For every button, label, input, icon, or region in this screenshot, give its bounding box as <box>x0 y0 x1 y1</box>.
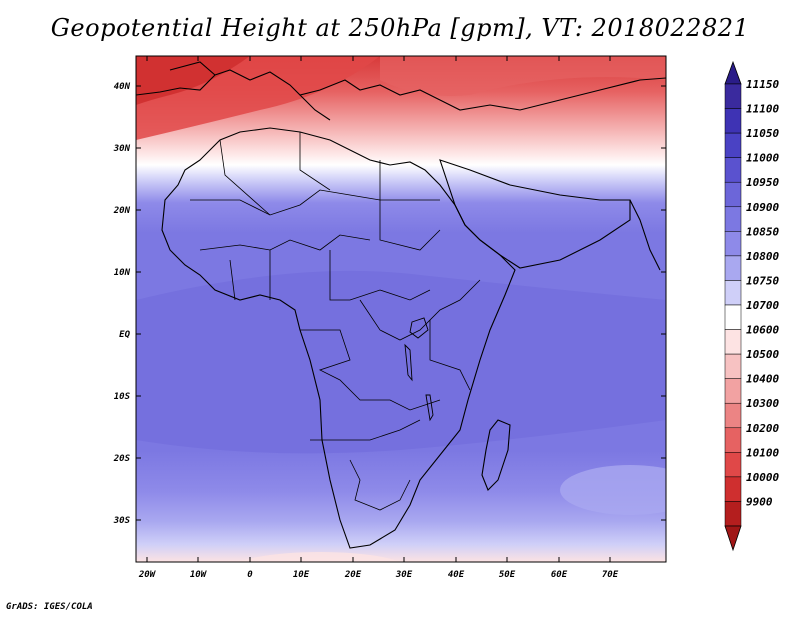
lat-label-30n: 30N <box>113 144 131 154</box>
legend-label-10700: 10700 <box>746 299 779 312</box>
legend-swatch-10400 <box>724 378 742 404</box>
lon-label-10w: 10W <box>190 570 208 580</box>
lon-label-20e: 20E <box>344 570 362 580</box>
legend-swatch-10700 <box>724 304 742 330</box>
lon-label-0: 0 <box>247 570 253 580</box>
legend-swatch-10850 <box>724 231 742 257</box>
legend-swatch-10000 <box>724 476 742 502</box>
legend-colorbar: 11150 11100 11050 11000 10950 10900 10850 10800… <box>724 60 779 552</box>
lat-ticks <box>136 85 666 521</box>
lon-label-20w: 20W <box>138 570 157 580</box>
legend-label-11150: 11150 <box>746 78 779 91</box>
lon-label-10e: 10E <box>293 570 310 580</box>
legend-label-10750: 10750 <box>746 274 779 287</box>
legend-label-10500: 10500 <box>746 348 779 361</box>
legend-swatch-10500 <box>724 353 742 379</box>
legend-swatch-10900 <box>724 206 742 232</box>
legend-label-10950: 10950 <box>746 176 779 189</box>
lat-label-10n: 10N <box>114 268 131 278</box>
lat-label-10s: 10S <box>114 392 131 402</box>
height-lowest-core <box>136 56 250 105</box>
legend-label-10800: 10800 <box>746 250 779 263</box>
coastlines <box>136 61 666 549</box>
height-south-pink <box>239 552 401 562</box>
legend-swatch-11150 <box>724 83 742 109</box>
legend-label-10100: 10100 <box>746 446 779 459</box>
lon-label-60e: 60E <box>551 570 568 580</box>
lat-label-eq: EQ <box>119 330 130 340</box>
chart-title: Geopotential Height at 250hPa [gpm], VT:… <box>50 14 750 42</box>
legend-swatch-9900 <box>724 501 742 527</box>
legend-swatch-10100 <box>724 452 742 478</box>
legend-label-10850: 10850 <box>746 225 779 238</box>
legend-label-11000: 11000 <box>746 152 779 165</box>
legend-label-10200: 10200 <box>746 422 779 435</box>
lakes <box>404 317 434 422</box>
legend-swatch-10950 <box>724 181 742 208</box>
legend-swatch-10600 <box>724 329 742 355</box>
lon-label-40e: 40E <box>448 570 465 580</box>
height-low-east <box>380 56 666 96</box>
country-borders <box>190 132 481 511</box>
lat-label-40n: 40N <box>114 82 131 92</box>
legend-label-9900: 9900 <box>746 495 773 508</box>
lon-ticks <box>146 56 611 562</box>
height-high-band <box>136 270 666 454</box>
legend-swatch-11100 <box>724 108 742 134</box>
lat-label-20s: 20S <box>113 454 131 464</box>
lon-label-70e: 70E <box>602 570 619 580</box>
legend-swatch-10200 <box>724 427 742 453</box>
legend-label-10900: 10900 <box>746 201 779 214</box>
lon-label-50e: 50E <box>499 570 516 580</box>
lat-label-30s: 30S <box>113 516 131 526</box>
legend-top-arrow <box>724 60 742 85</box>
legend-swatch-11000 <box>724 157 742 183</box>
lat-label-20n: 20N <box>113 206 131 216</box>
legend-label-10600: 10600 <box>746 324 779 337</box>
plot-frame <box>135 55 667 563</box>
legend-label-10400: 10400 <box>746 373 779 386</box>
height-light-patch <box>560 465 666 515</box>
legend-swatch-10300 <box>724 402 742 429</box>
lon-label-30e: 30E <box>395 570 413 580</box>
legend-swatch-11050 <box>724 132 742 158</box>
legend-label-10300: 10300 <box>746 397 779 410</box>
legend-bottom-arrow <box>724 525 742 552</box>
legend-label-11050: 11050 <box>746 127 779 140</box>
legend-swatch-10750 <box>724 280 742 306</box>
grads-credit: GrADS: IGES/COLA <box>6 602 93 612</box>
legend-swatch-10800 <box>724 255 742 281</box>
legend-label-11100: 11100 <box>746 103 779 116</box>
legend-label-10000: 10000 <box>746 471 779 484</box>
